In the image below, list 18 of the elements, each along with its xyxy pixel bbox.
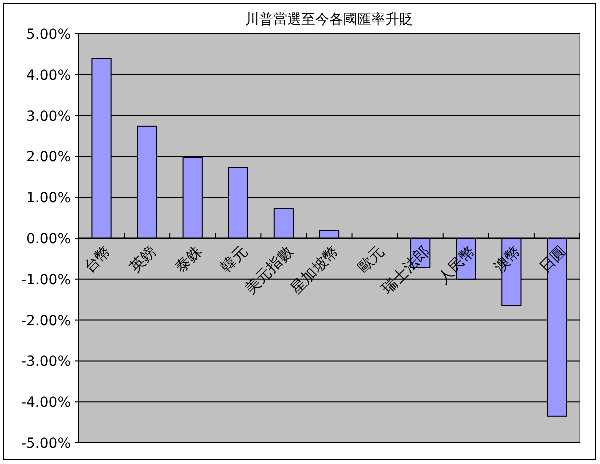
y-tick-label: -3.00% [21,354,71,370]
y-tick-label: 1.00% [26,190,71,207]
x-tick-label: 泰銖 [172,242,206,277]
y-tick-label: 3.00% [26,108,71,125]
y-tick-label: 5.00% [26,27,71,43]
x-tick-label: 日圓 [536,242,570,277]
x-tick-label: 台幣 [80,242,115,277]
y-tick-label: -1.00% [21,272,71,288]
y-tick-label: -2.00% [21,313,71,330]
y-tick-label: 4.00% [26,68,71,84]
x-tick-label: 英鎊 [126,242,160,277]
title: 川普當選至今各國匯率升貶 [246,12,414,28]
y-tick-label: 0.00% [26,232,71,248]
x-tick-label: 韓元 [217,242,252,277]
x-tick-label: 歐元 [354,242,388,277]
y-tick-label: -5.00% [21,436,71,452]
y-tick-label: 2.00% [26,150,71,166]
y-tick-label: -4.00% [21,395,71,412]
